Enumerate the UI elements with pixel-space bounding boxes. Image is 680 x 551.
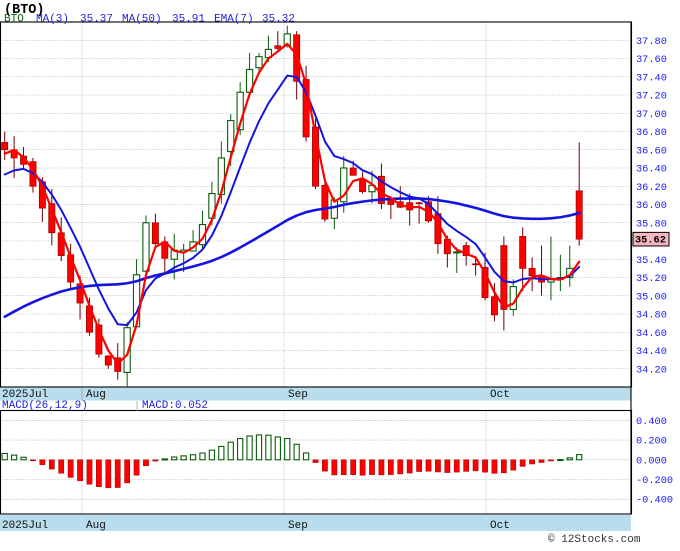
svg-text:-0.400: -0.400 — [636, 495, 673, 507]
svg-text:37.20: 37.20 — [636, 91, 667, 103]
svg-text:Sep: Sep — [288, 389, 308, 401]
svg-text:MA(50): MA(50) — [122, 14, 162, 26]
svg-text:Sep: Sep — [288, 520, 308, 532]
svg-text:35.37: 35.37 — [80, 14, 113, 26]
svg-text:35.62: 35.62 — [635, 235, 666, 247]
svg-text:36.00: 36.00 — [636, 200, 667, 212]
svg-text:-0.200: -0.200 — [636, 475, 673, 487]
svg-text:35.32: 35.32 — [262, 14, 295, 26]
svg-text:37.00: 37.00 — [636, 109, 667, 121]
svg-text:34.60: 34.60 — [636, 328, 667, 340]
svg-text:0.200: 0.200 — [636, 436, 667, 448]
svg-text:0.000: 0.000 — [636, 455, 667, 467]
svg-text:2025Jul: 2025Jul — [2, 520, 48, 532]
svg-text:35.91: 35.91 — [172, 14, 205, 26]
svg-text:36.60: 36.60 — [636, 145, 667, 157]
svg-text:34.40: 34.40 — [636, 346, 667, 358]
svg-text:37.40: 37.40 — [636, 72, 667, 84]
svg-text:35.40: 35.40 — [636, 255, 667, 267]
svg-text:MA(3): MA(3) — [36, 14, 69, 26]
svg-text:Oct: Oct — [490, 520, 510, 532]
svg-text:EMA(7): EMA(7) — [214, 14, 254, 26]
svg-text:Aug: Aug — [86, 389, 106, 401]
svg-text:0.400: 0.400 — [636, 416, 667, 428]
svg-text:35.00: 35.00 — [636, 291, 667, 303]
svg-text:MACD:0.052: MACD:0.052 — [142, 400, 208, 412]
svg-text:Aug: Aug — [86, 520, 106, 532]
svg-text:35.80: 35.80 — [636, 218, 667, 230]
svg-text:35.20: 35.20 — [636, 273, 667, 285]
svg-text:MACD(26,12,9): MACD(26,12,9) — [2, 400, 88, 412]
svg-text:Oct: Oct — [490, 389, 510, 401]
svg-text:34.80: 34.80 — [636, 310, 667, 322]
svg-text:37.80: 37.80 — [636, 36, 667, 48]
svg-text:36.40: 36.40 — [636, 164, 667, 176]
svg-text:37.60: 37.60 — [636, 54, 667, 66]
svg-text:BTO: BTO — [4, 14, 24, 26]
svg-text:34.20: 34.20 — [636, 364, 667, 376]
svg-text:36.80: 36.80 — [636, 127, 667, 139]
svg-text:36.20: 36.20 — [636, 182, 667, 194]
svg-text:© 12Stocks.com: © 12Stocks.com — [548, 534, 641, 546]
